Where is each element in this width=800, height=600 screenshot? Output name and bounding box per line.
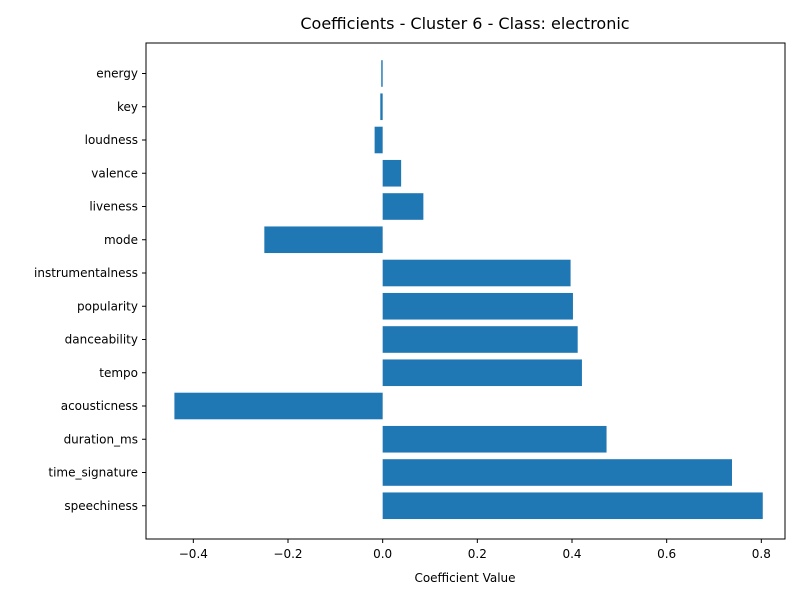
- bar-liveness: [382, 193, 424, 220]
- x-axis: −0.4 −0.2 0.0 0.2 0.4 0.6 0.8: [179, 539, 771, 561]
- bar-popularity: [382, 292, 573, 320]
- bar-key: [380, 93, 383, 121]
- y-tick-label: instrumentalness: [34, 266, 138, 280]
- bar-time_signature: [382, 459, 732, 486]
- x-tick-label: 0.4: [562, 547, 581, 561]
- bar-acousticness: [174, 392, 383, 420]
- bars-group: [174, 60, 763, 520]
- y-tick-label: speechiness: [64, 499, 138, 513]
- bar-mode: [264, 226, 383, 254]
- plot-frame: [145, 42, 786, 540]
- bar-instrumentalness: [382, 259, 571, 287]
- x-tick-label: −0.4: [179, 547, 208, 561]
- x-tick-label: 0.6: [657, 547, 676, 561]
- x-tick-label: 0.2: [468, 547, 487, 561]
- bar-tempo: [382, 359, 582, 387]
- y-tick-label: popularity: [77, 299, 138, 313]
- x-tick-label: 0.0: [373, 547, 392, 561]
- y-tick-label: key: [117, 100, 138, 114]
- y-tick-label: loudness: [85, 133, 138, 147]
- y-tick-label: mode: [104, 233, 138, 247]
- y-tick-label: danceability: [65, 333, 138, 347]
- y-tick-label: time_signature: [48, 466, 138, 480]
- chart-title: Coefficients - Cluster 6 - Class: electr…: [300, 14, 629, 33]
- y-tick-label: duration_ms: [64, 432, 138, 446]
- bar-valence: [382, 159, 402, 187]
- bar-speechiness: [382, 492, 763, 520]
- y-tick-label: tempo: [99, 366, 138, 380]
- bar-energy: [381, 60, 383, 87]
- y-tick-label: valence: [91, 166, 138, 180]
- bar-duration_ms: [382, 425, 607, 453]
- y-tick-label: acousticness: [61, 399, 138, 413]
- bar-danceability: [382, 326, 578, 353]
- bar-loudness: [374, 126, 383, 154]
- x-tick-label: 0.8: [752, 547, 771, 561]
- y-axis: energy key loudness valence liveness mode inst…: [34, 67, 146, 513]
- x-axis-label: Coefficient Value: [414, 571, 515, 585]
- y-tick-label: liveness: [89, 200, 138, 214]
- y-tick-label: energy: [96, 67, 138, 81]
- x-tick-label: −0.2: [273, 547, 302, 561]
